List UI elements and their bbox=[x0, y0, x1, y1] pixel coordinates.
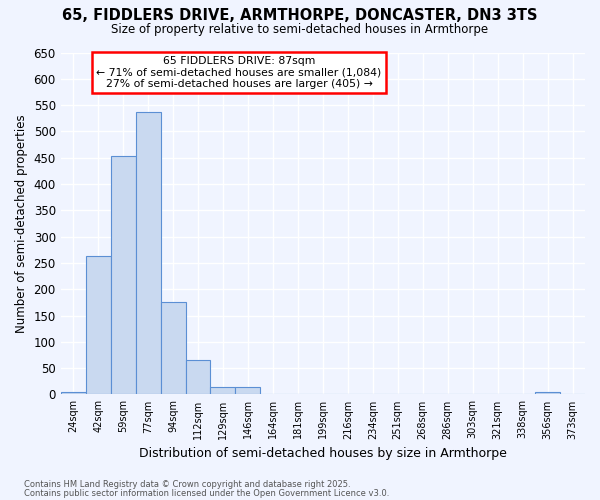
Bar bbox=[136, 112, 161, 395]
Text: 65, FIDDLERS DRIVE, ARMTHORPE, DONCASTER, DN3 3TS: 65, FIDDLERS DRIVE, ARMTHORPE, DONCASTER… bbox=[62, 8, 538, 22]
Text: Contains public sector information licensed under the Open Government Licence v3: Contains public sector information licen… bbox=[24, 490, 389, 498]
X-axis label: Distribution of semi-detached houses by size in Armthorpe: Distribution of semi-detached houses by … bbox=[139, 447, 507, 460]
Bar bbox=[61, 392, 86, 394]
Text: Size of property relative to semi-detached houses in Armthorpe: Size of property relative to semi-detach… bbox=[112, 22, 488, 36]
Bar bbox=[185, 360, 211, 394]
Bar bbox=[235, 386, 260, 394]
Bar bbox=[161, 302, 185, 394]
Bar bbox=[535, 392, 560, 394]
Bar bbox=[86, 256, 110, 394]
Text: Contains HM Land Registry data © Crown copyright and database right 2025.: Contains HM Land Registry data © Crown c… bbox=[24, 480, 350, 489]
Text: 65 FIDDLERS DRIVE: 87sqm
← 71% of semi-detached houses are smaller (1,084)
27% o: 65 FIDDLERS DRIVE: 87sqm ← 71% of semi-d… bbox=[97, 56, 382, 89]
Y-axis label: Number of semi-detached properties: Number of semi-detached properties bbox=[15, 114, 28, 333]
Bar bbox=[110, 156, 136, 394]
Bar bbox=[211, 386, 235, 394]
